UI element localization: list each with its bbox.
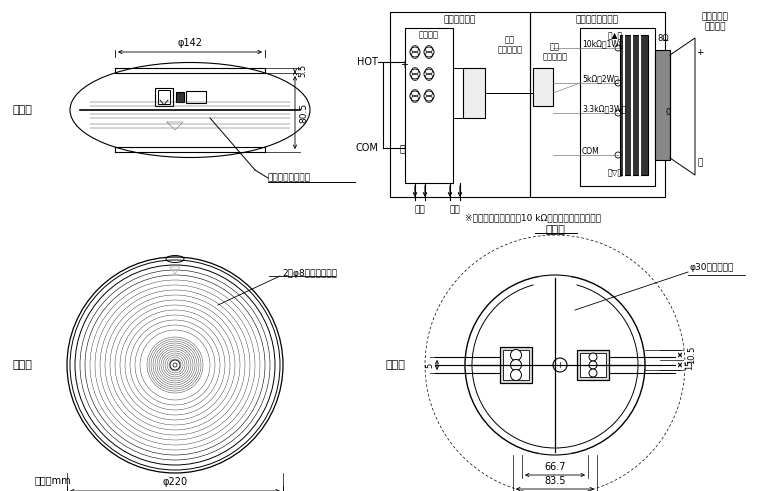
Bar [530, 12, 665, 197]
Bar [500, 347, 532, 383]
Text: 80.5: 80.5 [300, 103, 308, 123]
Bar [155, 88, 173, 106]
Text: 10.5: 10.5 [687, 346, 696, 364]
Text: 0: 0 [665, 108, 670, 116]
Text: 10kΩ（1W）: 10kΩ（1W） [582, 39, 623, 49]
Text: マッチング
トランス: マッチング トランス [702, 12, 728, 32]
Bar [405, 28, 453, 183]
Bar [463, 68, 485, 118]
Bar [176, 92, 184, 102]
Bar [503, 350, 529, 380]
Circle shape [589, 369, 597, 377]
Bar [390, 12, 530, 197]
Text: HOT: HOT [357, 57, 378, 67]
Text: 入力端子: 入力端子 [419, 30, 439, 39]
Text: COM: COM [582, 146, 600, 156]
Text: 中継
コネクター: 中継 コネクター [543, 42, 568, 62]
Text: 単位：mm: 単位：mm [35, 475, 72, 485]
Bar [186, 91, 206, 103]
Circle shape [511, 370, 521, 381]
Text: +: + [400, 60, 408, 70]
Text: 5kΩ（2W）: 5kΩ（2W） [582, 75, 619, 83]
Text: 3.3kΩ（3W）: 3.3kΩ（3W） [582, 105, 626, 113]
Text: 15: 15 [686, 360, 695, 370]
Text: 側面図: 側面図 [12, 105, 32, 115]
Circle shape [511, 359, 521, 371]
Text: +: + [696, 48, 704, 56]
Text: 送り: 送り [415, 206, 425, 215]
Text: （▽）: （▽） [608, 168, 623, 178]
Bar [620, 35, 648, 175]
Text: リアケース部: リアケース部 [444, 16, 476, 25]
Bar [580, 28, 655, 186]
Bar [158, 90, 170, 104]
Bar [577, 350, 609, 380]
Bar [533, 68, 553, 106]
Circle shape [589, 361, 597, 369]
Text: 5.5: 5.5 [298, 64, 307, 77]
Text: φ142: φ142 [177, 38, 202, 48]
Text: 結線図: 結線図 [545, 225, 565, 235]
Text: ※工場出荷時、入力は10 kΩに接続されています。: ※工場出荷時、入力は10 kΩに接続されています。 [465, 214, 601, 222]
Text: 83.5: 83.5 [544, 476, 565, 486]
Text: ケースロックノブ: ケースロックノブ [268, 173, 311, 183]
Text: 66.7: 66.7 [544, 462, 565, 472]
Text: COM: COM [355, 143, 378, 153]
Circle shape [511, 350, 521, 360]
Text: 8Ω: 8Ω [658, 33, 669, 43]
Text: 中継
コネクター: 中継 コネクター [498, 35, 523, 55]
Bar [580, 353, 606, 377]
Text: 分岐: 分岐 [450, 206, 460, 215]
Text: 背面図: 背面図 [385, 360, 405, 370]
Text: φ220: φ220 [162, 477, 187, 487]
Text: 5: 5 [425, 362, 435, 368]
Text: 2－φ8ノックアウト: 2－φ8ノックアウト [282, 269, 337, 277]
Text: φ30（通線口）: φ30（通線口） [690, 264, 734, 273]
Bar [655, 50, 670, 160]
Text: （▲）: （▲） [608, 31, 623, 40]
Text: －: － [697, 159, 702, 167]
Text: フロントケース部: フロントケース部 [575, 16, 619, 25]
Circle shape [589, 353, 597, 361]
Text: －: － [400, 143, 406, 153]
Text: 正面図: 正面図 [12, 360, 32, 370]
Text: +: + [556, 360, 563, 370]
